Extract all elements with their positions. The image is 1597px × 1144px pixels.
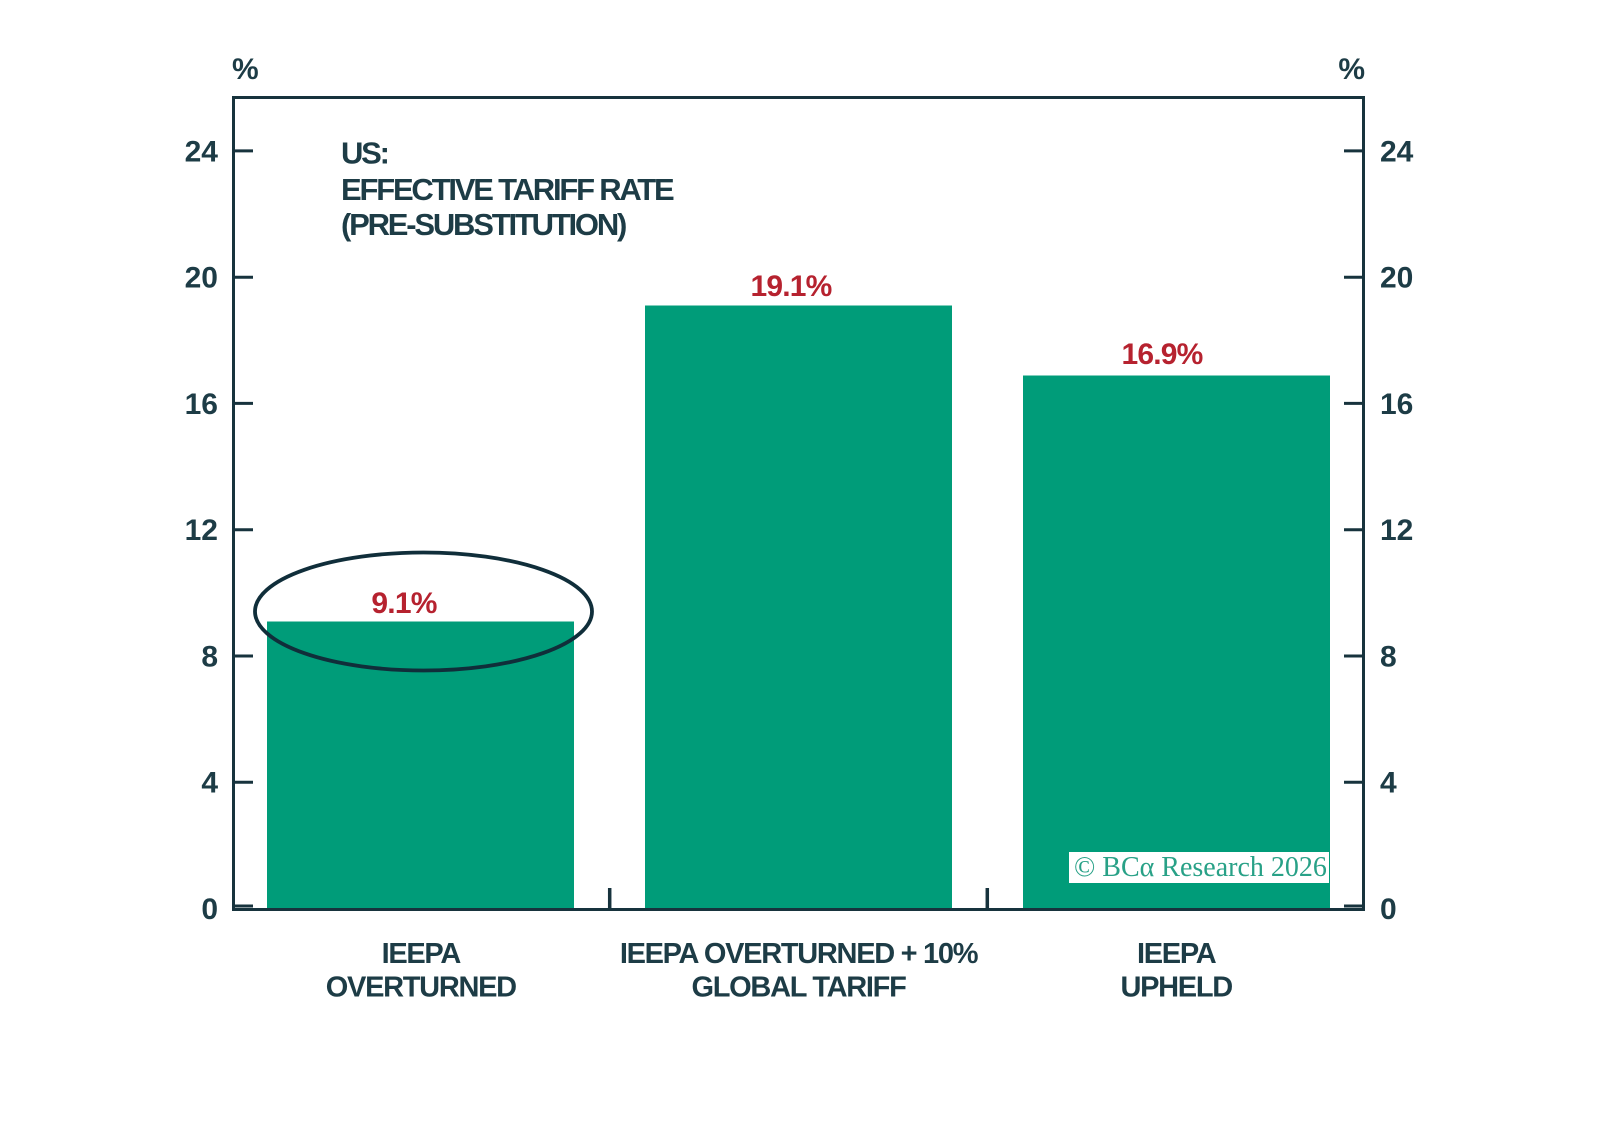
svg-text:0: 0 bbox=[201, 893, 218, 926]
svg-text:OVERTURNED: OVERTURNED bbox=[326, 972, 516, 1004]
svg-text:© BCα Research 2026: © BCα Research 2026 bbox=[1074, 852, 1327, 883]
svg-text:UPHELD: UPHELD bbox=[1120, 972, 1232, 1004]
svg-text:20: 20 bbox=[185, 262, 218, 295]
svg-text:16: 16 bbox=[1380, 388, 1413, 421]
svg-text:GLOBAL TARIFF: GLOBAL TARIFF bbox=[692, 972, 907, 1004]
svg-text:12: 12 bbox=[1380, 514, 1413, 547]
svg-text:12: 12 bbox=[185, 514, 218, 547]
svg-text:IEEPA: IEEPA bbox=[382, 938, 462, 970]
svg-text:16: 16 bbox=[185, 388, 218, 421]
svg-text:19.1%: 19.1% bbox=[750, 270, 831, 303]
svg-text:%: % bbox=[232, 53, 259, 86]
svg-text:4: 4 bbox=[201, 767, 218, 800]
svg-text:(PRE-SUBSTITUTION): (PRE-SUBSTITUTION) bbox=[341, 207, 626, 242]
svg-text:0: 0 bbox=[1380, 893, 1397, 926]
svg-text:8: 8 bbox=[201, 641, 218, 674]
svg-text:24: 24 bbox=[185, 135, 219, 168]
svg-text:24: 24 bbox=[1380, 135, 1414, 168]
svg-text:4: 4 bbox=[1380, 767, 1397, 800]
svg-text:20: 20 bbox=[1380, 262, 1413, 295]
svg-text:16.9%: 16.9% bbox=[1121, 338, 1202, 371]
svg-text:IEEPA OVERTURNED + 10%: IEEPA OVERTURNED + 10% bbox=[620, 938, 979, 970]
svg-text:IEEPA: IEEPA bbox=[1137, 938, 1217, 970]
svg-text:8: 8 bbox=[1380, 641, 1397, 674]
svg-text:EFFECTIVE TARIFF RATE: EFFECTIVE TARIFF RATE bbox=[341, 172, 674, 207]
svg-text:%: % bbox=[1338, 53, 1365, 86]
svg-text:US:: US: bbox=[341, 136, 388, 171]
svg-text:9.1%: 9.1% bbox=[371, 587, 436, 620]
